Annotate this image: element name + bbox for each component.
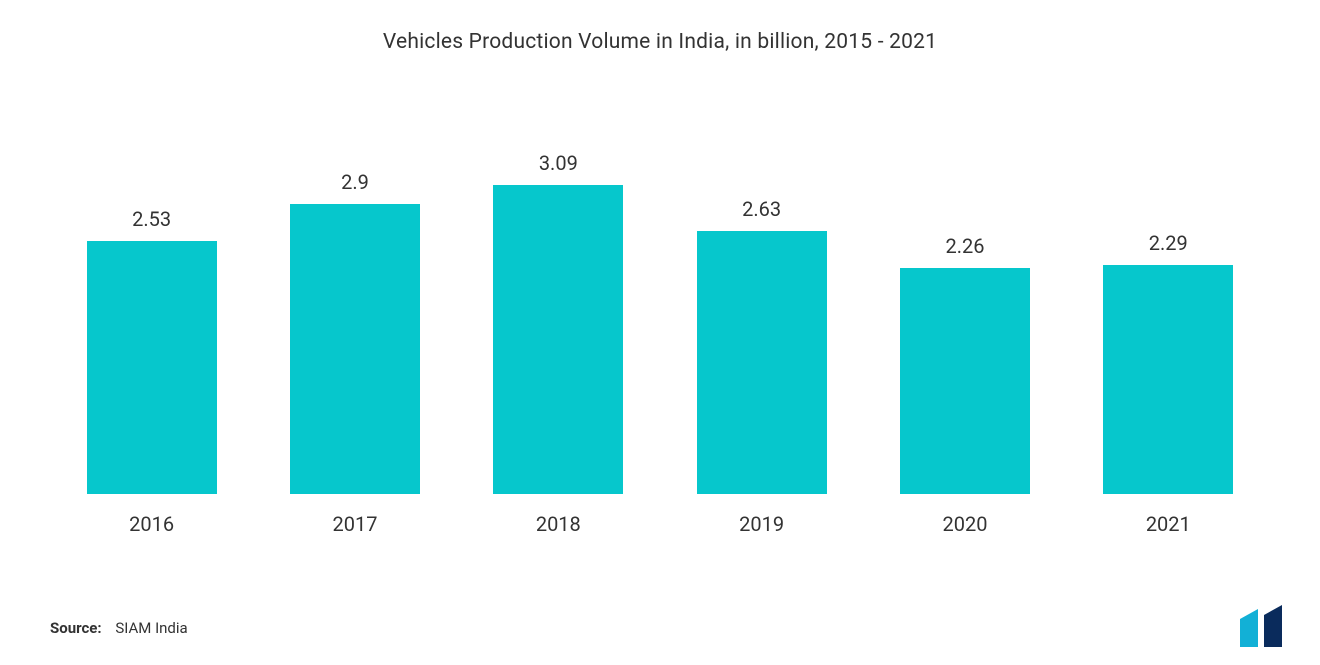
bar xyxy=(87,241,217,494)
bar xyxy=(493,185,623,494)
x-axis-labels: 201620172018201920202021 xyxy=(50,512,1270,536)
bar-group: 2.26 xyxy=(863,144,1066,494)
bar-value-label: 2.9 xyxy=(341,170,369,194)
source-value: SIAM India xyxy=(115,619,187,637)
bar-group: 2.29 xyxy=(1067,144,1270,494)
bar xyxy=(1103,265,1233,494)
bar-value-label: 3.09 xyxy=(539,151,578,175)
brand-logo-icon xyxy=(1234,605,1290,647)
bar-group: 2.9 xyxy=(253,144,456,494)
bar-value-label: 2.63 xyxy=(742,197,781,221)
source-footer: Source: SIAM India xyxy=(50,619,188,637)
plot-area: 2.53 2.9 3.09 2.63 2.26 2.29 xyxy=(50,144,1270,494)
bar-value-label: 2.53 xyxy=(132,207,171,231)
x-axis-label: 2021 xyxy=(1067,512,1270,536)
x-axis-label: 2018 xyxy=(457,512,660,536)
x-axis-label: 2020 xyxy=(863,512,1066,536)
bar xyxy=(900,268,1030,494)
bar-value-label: 2.26 xyxy=(945,234,984,258)
chart-title: Vehicles Production Volume in India, in … xyxy=(40,30,1280,54)
bar-group: 2.63 xyxy=(660,144,863,494)
source-label: Source: xyxy=(50,619,102,637)
x-axis-label: 2016 xyxy=(50,512,253,536)
x-axis-label: 2017 xyxy=(253,512,456,536)
bar-value-label: 2.29 xyxy=(1149,231,1188,255)
bar xyxy=(290,204,420,494)
chart-container: Vehicles Production Volume in India, in … xyxy=(0,0,1320,665)
bar-group: 2.53 xyxy=(50,144,253,494)
bar-group: 3.09 xyxy=(457,144,660,494)
bar xyxy=(697,231,827,494)
x-axis-label: 2019 xyxy=(660,512,863,536)
